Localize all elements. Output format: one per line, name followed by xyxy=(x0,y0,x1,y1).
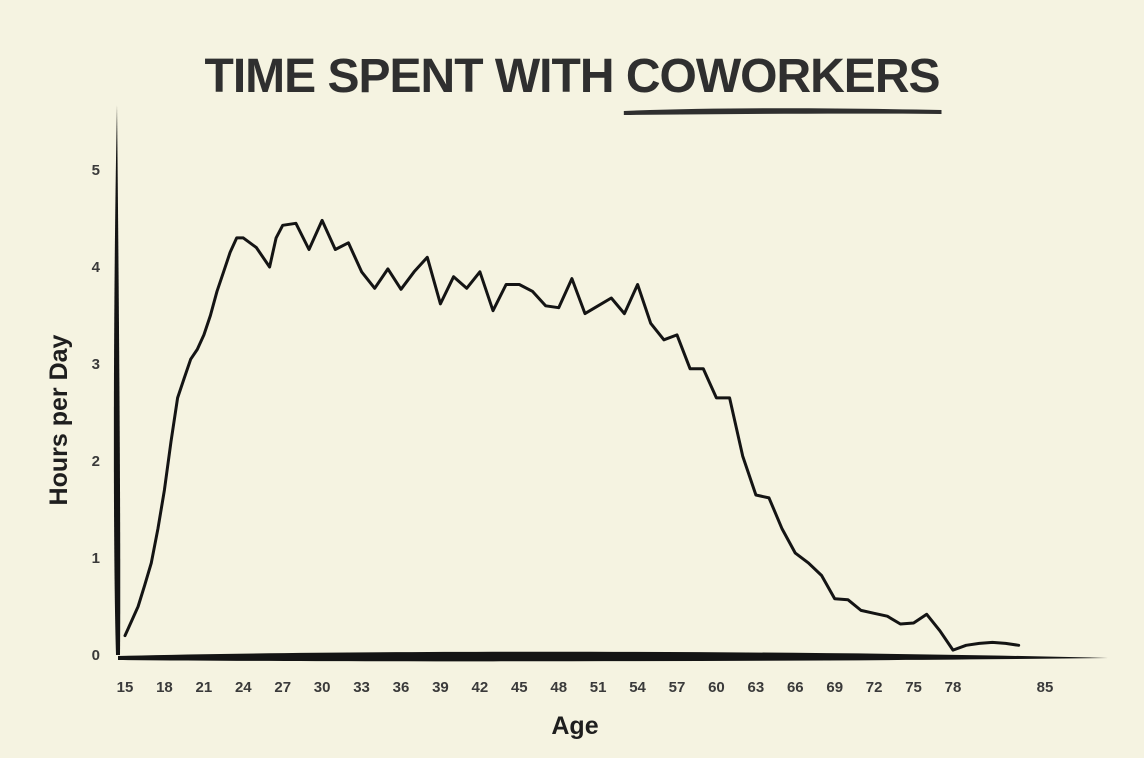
y-tick-label: 5 xyxy=(92,162,100,179)
y-tick-labels: 0 1 2 3 4 5 xyxy=(92,162,101,664)
x-tick-label: 63 xyxy=(748,679,765,696)
x-tick-label: 39 xyxy=(432,679,449,696)
x-tick-label: 30 xyxy=(314,679,331,696)
x-tick-label: 33 xyxy=(353,679,370,696)
x-tick-label: 57 xyxy=(669,679,686,696)
x-tick-label: 69 xyxy=(826,679,843,696)
x-tick-label: 45 xyxy=(511,679,528,696)
y-axis-line xyxy=(113,105,121,655)
x-tick-label: 72 xyxy=(866,679,883,696)
x-tick-label: 27 xyxy=(274,679,291,696)
x-tick-label: 15 xyxy=(117,679,134,696)
x-tick-label: 36 xyxy=(393,679,410,696)
x-axis-line xyxy=(118,651,1108,662)
x-tick-label: 78 xyxy=(945,679,962,696)
title-underline xyxy=(623,108,942,115)
x-tick-label: 75 xyxy=(905,679,922,696)
x-tick-label: 85 xyxy=(1037,679,1054,696)
chart-title-part-1: TIME SPENT WITH xyxy=(205,50,626,103)
series-line xyxy=(123,218,1021,652)
x-tick-label: 21 xyxy=(196,679,213,696)
y-tick-label: 0 xyxy=(92,647,100,664)
x-tick-labels: 15 18 21 24 27 30 33 36 39 42 45 48 51 54 57 60 63 66 69 72… xyxy=(117,679,1054,696)
x-tick-label: 48 xyxy=(550,679,567,696)
y-axis-label: Hours per Day xyxy=(45,334,73,505)
chart-title: TIME SPENT WITH COWORKERS xyxy=(205,50,940,103)
x-tick-label: 60 xyxy=(708,679,725,696)
x-tick-label: 54 xyxy=(629,679,646,696)
y-tick-label: 3 xyxy=(92,356,100,373)
x-tick-label: 51 xyxy=(590,679,607,696)
y-tick-label: 1 xyxy=(92,550,100,567)
y-tick-label: 2 xyxy=(92,453,100,470)
x-tick-label: 24 xyxy=(235,679,252,696)
x-tick-label: 42 xyxy=(472,679,489,696)
x-axis-label: Age xyxy=(551,712,598,740)
x-tick-label: 66 xyxy=(787,679,804,696)
y-tick-label: 4 xyxy=(92,259,101,276)
chart-title-part-2: COWORKERS xyxy=(626,50,940,103)
x-tick-label: 18 xyxy=(156,679,173,696)
